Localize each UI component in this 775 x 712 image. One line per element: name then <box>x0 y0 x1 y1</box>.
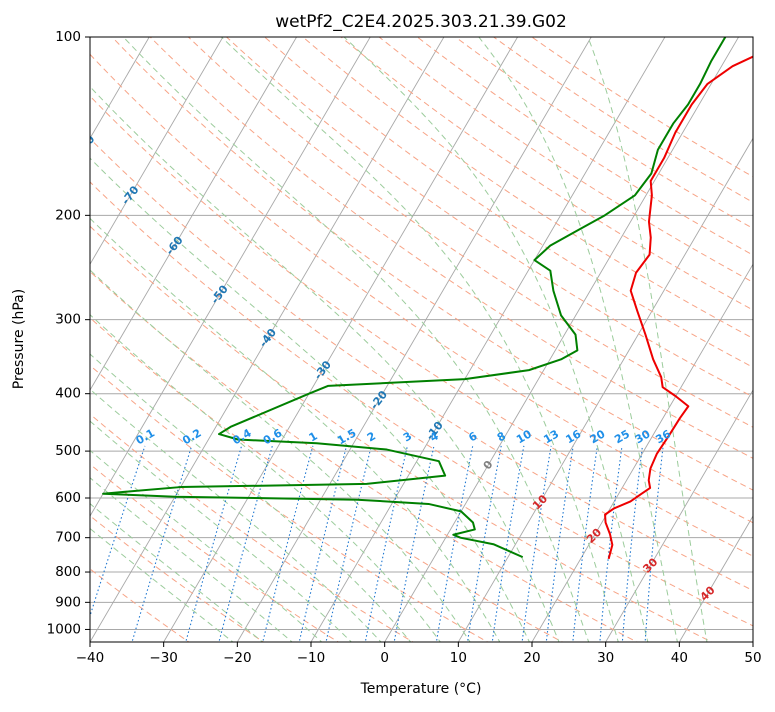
moist-adiabat-line <box>90 269 471 642</box>
mixing-ratio-line <box>545 445 574 642</box>
x-tick-label: −30 <box>149 650 178 666</box>
moist-adiabat-line <box>90 157 530 642</box>
y-tick-label: 1000 <box>47 621 81 637</box>
temperature-profile-line <box>604 55 753 560</box>
x-axis-label: Temperature (°C) <box>360 681 482 697</box>
y-tick-label: 700 <box>55 530 81 546</box>
isotherm-line <box>605 389 753 642</box>
moist-adiabat-line <box>587 37 708 642</box>
chart-title: wetPf2_C2E4.2025.303.21.39.G02 <box>275 12 567 32</box>
x-tick-label: 10 <box>450 650 467 666</box>
y-axis-label: Pressure (hPa) <box>11 289 27 389</box>
x-tick-label: −20 <box>223 650 252 666</box>
dry-adiabat-line <box>378 37 753 283</box>
moist-adiabat-line <box>90 353 412 642</box>
y-tick-label: 200 <box>55 207 81 223</box>
moist-adiabat-line <box>122 37 590 642</box>
mixing-ratio-line <box>435 445 474 642</box>
isotherm-line <box>163 37 519 642</box>
dry-adiabat-line <box>90 568 190 642</box>
isotherm-line <box>310 37 666 642</box>
moist-adiabat-line <box>343 37 649 642</box>
isotherm-line <box>678 515 753 642</box>
isotherm-line <box>90 37 371 517</box>
axis-layer: −40 −30 −20 −10 0 10 20 30 40 50 1000 900 800 700 600 5… <box>47 29 762 666</box>
mixing-ratio-line <box>298 445 348 642</box>
y-tick-label: 500 <box>55 443 81 459</box>
dry-adiabat-line <box>225 37 753 398</box>
plot-frame <box>89 36 754 643</box>
x-tick-label: 50 <box>744 650 761 666</box>
mixing-ratio-line <box>621 445 644 642</box>
moist-adiabat-line <box>220 37 619 642</box>
x-tick-label: 20 <box>523 650 540 666</box>
mixing-ratio-line <box>325 445 372 642</box>
y-tick-label: 800 <box>55 564 81 580</box>
mixing-ratio-line <box>491 445 525 642</box>
moist-adiabat-line <box>90 449 323 642</box>
y-tick-label: 300 <box>55 312 81 328</box>
grid-layer <box>90 37 753 642</box>
y-tick-label: 400 <box>55 386 81 402</box>
mixing-ratio-line <box>599 445 623 642</box>
dry-adiabat-line <box>90 317 564 642</box>
isotherm-label: -80 <box>75 133 98 157</box>
mixing-ratio-line <box>185 445 243 642</box>
dry-adiabat-line <box>90 137 753 592</box>
dry-adiabat-line <box>90 515 265 642</box>
x-tick-label: −10 <box>297 650 326 666</box>
y-tick-label: 900 <box>55 594 81 610</box>
dry-adiabat-line <box>90 270 639 642</box>
dry-adiabat-line <box>90 463 340 642</box>
y-tick-label: 100 <box>55 29 81 45</box>
dry-adiabat-line <box>340 37 753 311</box>
isotherm-line <box>90 37 224 266</box>
y-tick-label: 600 <box>55 490 81 506</box>
mixing-ratio-line <box>393 445 435 642</box>
moist-adiabat-line <box>478 37 678 642</box>
isotherm-line <box>90 37 150 140</box>
dry-adiabat-line <box>90 225 713 642</box>
moist-adiabat-line <box>90 217 501 642</box>
x-tick-label: −40 <box>76 650 105 666</box>
x-tick-label: 30 <box>597 650 614 666</box>
isotherm-line <box>90 37 445 642</box>
dry-adiabat-line <box>90 181 753 627</box>
isotherm-line <box>457 137 753 642</box>
dry-adiabat-line <box>187 37 753 428</box>
series-layer <box>102 37 753 560</box>
moist-adiabat-line <box>90 314 442 642</box>
mixing-ratio-line <box>466 445 502 642</box>
mixing-ratio-line <box>262 445 314 642</box>
mixing-ratio-line <box>218 445 273 642</box>
moist-adiabat-line <box>90 85 560 642</box>
moist-adiabat-line <box>90 477 293 642</box>
x-tick-label: 40 <box>671 650 688 666</box>
isotherm-line <box>384 37 740 642</box>
x-tick-label: 0 <box>380 650 389 666</box>
dry-adiabat-line <box>90 364 489 642</box>
dry-adiabat-line <box>90 413 414 642</box>
dewpoint-profile-line <box>102 37 727 559</box>
mixing-ratio-line <box>521 445 552 642</box>
moist-adiabat-line <box>90 388 382 642</box>
mixing-ratio-line <box>572 445 598 642</box>
mixing-ratio-line <box>131 445 193 642</box>
mixing-ratio-line <box>364 445 408 642</box>
isotherm-line <box>236 37 592 642</box>
mixing-ratio-line <box>644 445 664 642</box>
dry-adiabat-line <box>90 53 753 524</box>
isotherm-line <box>90 37 298 392</box>
